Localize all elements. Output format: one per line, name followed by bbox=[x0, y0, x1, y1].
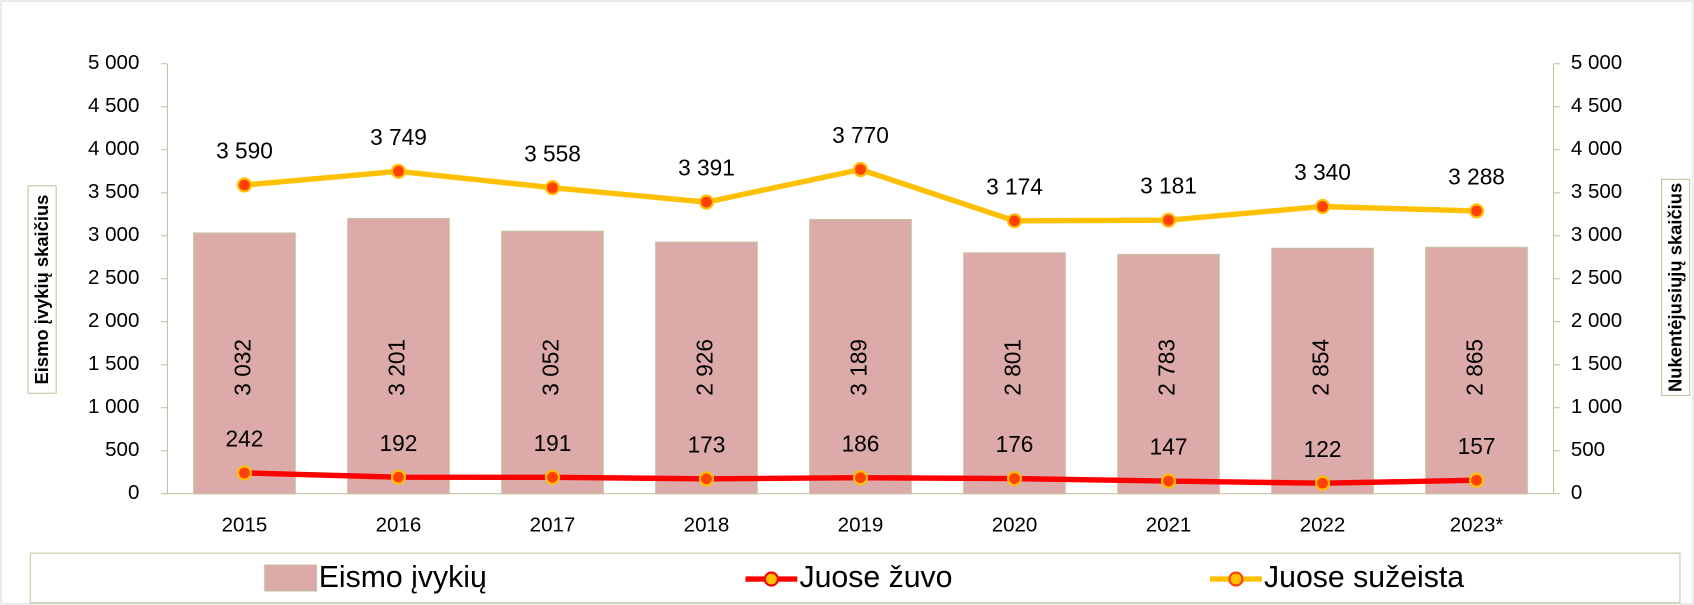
line-value-label: 176 bbox=[996, 431, 1034, 457]
legend-marker bbox=[1228, 571, 1244, 587]
y2-tick-label: 3 000 bbox=[1571, 223, 1622, 246]
y-tick-label: 5 000 bbox=[88, 51, 139, 74]
x-tick-label: 2020 bbox=[992, 514, 1038, 537]
line-marker bbox=[390, 163, 407, 179]
line-value-label: 3 174 bbox=[986, 173, 1043, 199]
y-tick-label: 0 bbox=[128, 481, 139, 504]
line-marker bbox=[1006, 213, 1023, 229]
bar-value-label: 3 189 bbox=[845, 339, 871, 396]
y-tick-label: 1 000 bbox=[88, 395, 139, 418]
y2-tick-label: 500 bbox=[1571, 438, 1605, 461]
line-value-label: 3 391 bbox=[678, 155, 735, 181]
legend-label: Juose žuvo bbox=[799, 561, 952, 594]
y2-tick-label: 2 500 bbox=[1571, 266, 1622, 289]
line-marker bbox=[1314, 198, 1331, 215]
line-marker bbox=[1160, 212, 1177, 228]
line-marker bbox=[1006, 471, 1023, 487]
line-value-label: 242 bbox=[226, 425, 264, 451]
bar-value-label: 2 801 bbox=[999, 339, 1025, 396]
line-marker bbox=[544, 180, 561, 196]
legend-label: Juose sužeista bbox=[1264, 561, 1464, 594]
x-tick-label: 2022 bbox=[1300, 514, 1346, 537]
y2-axis-title-box bbox=[1661, 178, 1691, 396]
line-value-label: 173 bbox=[688, 431, 726, 457]
bar bbox=[1117, 253, 1220, 495]
bar-value-label: 2 783 bbox=[1154, 339, 1180, 396]
y-tick-label: 4 500 bbox=[88, 94, 139, 117]
line-value-label: 191 bbox=[534, 430, 572, 456]
y-axis-title-box bbox=[27, 185, 57, 394]
bar-value-label: 2 854 bbox=[1308, 339, 1334, 396]
y2-axis-title: Nukentėjusiųjų skaičius bbox=[1665, 183, 1686, 392]
line-value-label: 3 558 bbox=[524, 140, 581, 166]
bar-value-label: 3 052 bbox=[537, 339, 563, 396]
y-tick-label: 3 500 bbox=[88, 180, 139, 203]
line-value-label: 186 bbox=[842, 430, 880, 456]
legend-marker bbox=[763, 571, 779, 587]
legend-swatch bbox=[264, 564, 318, 592]
line-marker bbox=[1160, 473, 1177, 489]
bar-value-label: 3 201 bbox=[383, 339, 409, 396]
line-value-label: 3 749 bbox=[370, 124, 427, 150]
y2-tick-label: 4 000 bbox=[1571, 137, 1622, 160]
line-marker bbox=[1314, 475, 1331, 491]
line-value-label: 147 bbox=[1150, 434, 1188, 460]
bar-value-label: 2 865 bbox=[1462, 339, 1488, 396]
line-marker bbox=[236, 177, 253, 193]
line-marker bbox=[852, 470, 869, 486]
line-marker bbox=[1468, 472, 1485, 488]
bar bbox=[963, 252, 1066, 495]
line-marker bbox=[544, 469, 561, 485]
line-value-label: 192 bbox=[380, 430, 418, 456]
line-value-label: 3 340 bbox=[1294, 159, 1351, 185]
bar bbox=[1271, 247, 1374, 495]
y-axis-title: Eismo įvykių skaičius bbox=[31, 195, 52, 385]
y2-tick-label: 3 500 bbox=[1571, 180, 1622, 203]
bar bbox=[1425, 246, 1528, 495]
x-tick-label: 2016 bbox=[376, 514, 422, 537]
line-marker bbox=[390, 469, 407, 485]
line-marker bbox=[236, 465, 253, 481]
y2-tick-label: 1 500 bbox=[1571, 352, 1622, 375]
y-tick-label: 2 000 bbox=[88, 309, 139, 332]
bar-value-label: 2 926 bbox=[691, 339, 717, 396]
x-tick-label: 2019 bbox=[838, 514, 884, 537]
line-value-label: 3 181 bbox=[1140, 173, 1197, 199]
y2-tick-label: 4 500 bbox=[1571, 94, 1622, 117]
bar bbox=[193, 232, 296, 495]
bar bbox=[501, 230, 604, 495]
line-marker bbox=[852, 161, 869, 178]
line-marker bbox=[698, 471, 715, 487]
bar-value-label: 3 032 bbox=[229, 339, 255, 396]
y2-tick-label: 1 000 bbox=[1571, 395, 1622, 418]
x-tick-label: 2023* bbox=[1450, 514, 1504, 537]
x-tick-label: 2018 bbox=[684, 514, 730, 537]
y-tick-label: 1 500 bbox=[88, 352, 139, 375]
line-value-label: 3 770 bbox=[832, 122, 889, 148]
bar bbox=[347, 217, 450, 495]
bar bbox=[655, 241, 758, 495]
line-value-label: 122 bbox=[1304, 436, 1342, 462]
legend-label: Eismo įvykių bbox=[319, 561, 487, 594]
line-value-label: 157 bbox=[1458, 433, 1496, 459]
y-tick-label: 3 000 bbox=[88, 223, 139, 246]
y-tick-label: 4 000 bbox=[88, 137, 139, 160]
x-tick-label: 2015 bbox=[222, 514, 268, 537]
y-tick-label: 2 500 bbox=[88, 266, 139, 289]
line-value-label: 3 288 bbox=[1448, 164, 1505, 190]
y-tick-label: 500 bbox=[105, 438, 139, 461]
y2-tick-label: 5 000 bbox=[1571, 51, 1622, 74]
x-tick-label: 2017 bbox=[530, 514, 576, 537]
bar bbox=[809, 218, 912, 495]
y2-tick-label: 2 000 bbox=[1571, 309, 1622, 332]
line-marker bbox=[1468, 203, 1485, 219]
x-tick-label: 2021 bbox=[1146, 514, 1192, 537]
line-value-label: 3 590 bbox=[216, 138, 273, 164]
line-marker bbox=[698, 194, 715, 210]
y2-tick-label: 0 bbox=[1571, 481, 1582, 504]
